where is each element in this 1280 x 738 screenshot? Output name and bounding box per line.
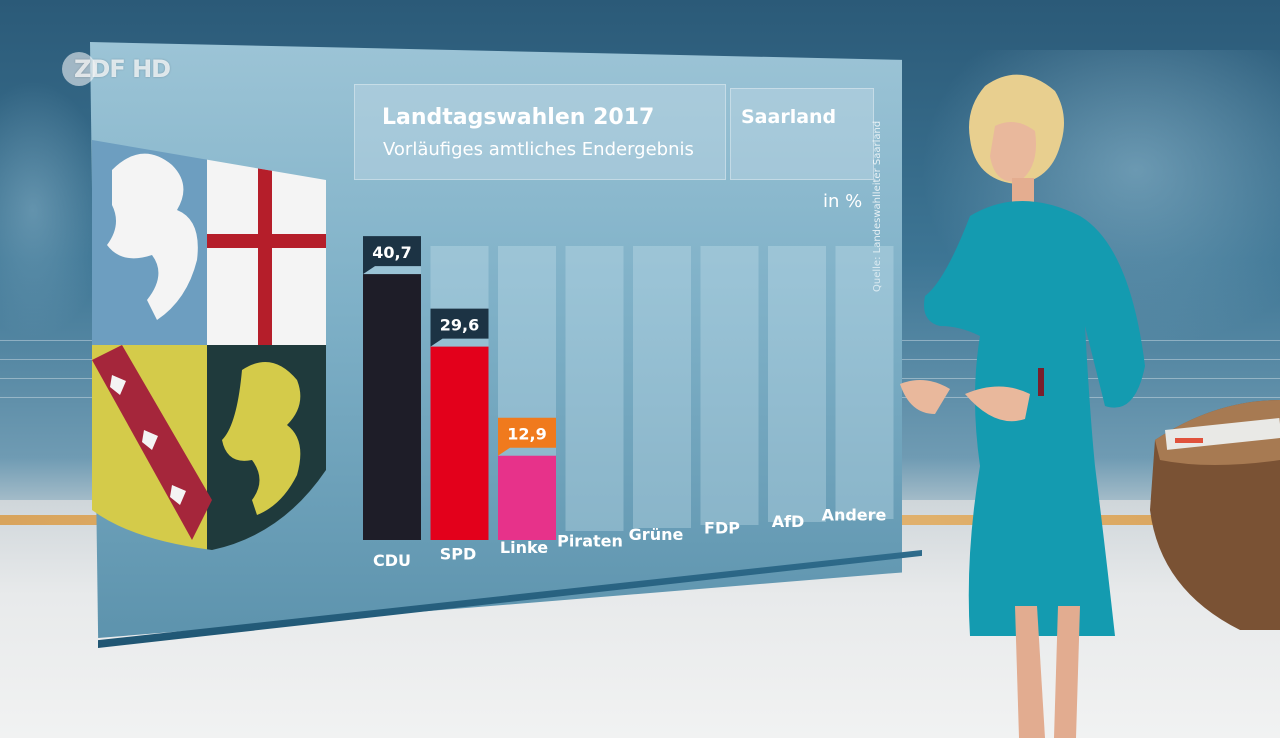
saarland-coat-of-arms-icon [92, 140, 326, 550]
header-box [354, 84, 726, 180]
chart-title: Landtagswahlen 2017 [382, 105, 655, 130]
category-label-5: FDP [704, 519, 740, 538]
bar-slot-3 [565, 246, 624, 531]
value-label-linke: 12,9 [507, 425, 546, 444]
unit-label: in % [823, 191, 863, 212]
value-label-cdu: 40,7 [372, 243, 411, 262]
category-label-2: Linke [500, 538, 548, 557]
logo-circle-icon [62, 52, 96, 86]
region-label: Saarland [741, 106, 837, 128]
bar-cdu [363, 274, 421, 540]
presenter-figure [900, 74, 1145, 738]
category-label-1: SPD [440, 545, 477, 564]
bar-slot-4 [633, 246, 691, 528]
category-label-6: AfD [772, 512, 805, 531]
bar-slot-6 [768, 246, 826, 522]
bar-spd [430, 346, 489, 540]
value-label-box-linke [498, 417, 556, 456]
bar-linke [498, 455, 556, 540]
value-label-box-cdu [363, 236, 421, 275]
chart-subtitle: Vorläufiges amtliches Endergebnis [383, 139, 694, 160]
category-label-3: Piraten [557, 532, 623, 551]
category-label-4: Grüne [629, 525, 684, 544]
broadcaster-logo: ZDF HD [62, 52, 171, 86]
region-box [730, 88, 874, 180]
bar-slot-7 [835, 246, 894, 519]
category-label-0: CDU [373, 551, 411, 570]
value-label-spd: 29,6 [440, 316, 479, 335]
bar-slot-5 [700, 246, 759, 525]
category-label-7: Andere [822, 506, 887, 525]
logo-text: ZDF HD [74, 55, 171, 83]
value-label-box-spd [430, 308, 489, 347]
studio-desk [1150, 400, 1280, 630]
